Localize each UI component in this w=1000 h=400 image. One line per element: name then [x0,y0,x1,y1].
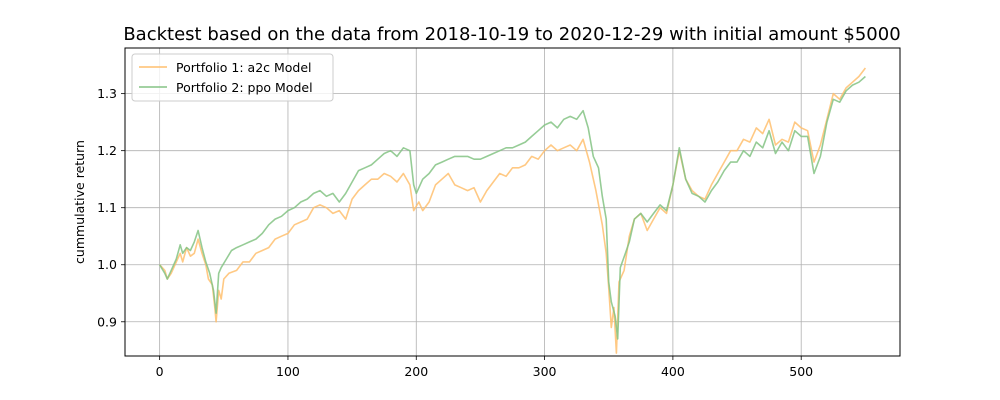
chart-title: Backtest based on the data from 2018-10-… [123,24,900,45]
legend: Portfolio 1: a2c Model Portfolio 2: ppo … [131,53,334,102]
series-layer [158,67,867,354]
y-tick-label: 1.1 [97,200,117,215]
x-tick-label: 200 [404,364,428,379]
y-tick-label: 0.9 [97,314,117,329]
x-tick-label: 500 [789,364,813,379]
legend-label-a2c: Portfolio 1: a2c Model [176,60,312,75]
x-tick-label: 100 [276,364,300,379]
x-tick-label: 400 [661,364,685,379]
ticks: 0 100 200 300 400 500 0.9 1.0 1.1 1.2 1.3 [97,86,813,379]
x-tick-label: 300 [533,364,557,379]
y-tick-label: 1.3 [97,86,117,101]
series-line-a2c [159,67,867,354]
y-axis-label: cummulative return [72,140,87,264]
legend-label-ppo: Portfolio 2: ppo Model [176,80,313,95]
series-line-ppo [158,75,866,340]
y-tick-label: 1.0 [97,257,117,272]
legend-box [131,53,334,102]
y-tick-label: 1.2 [97,143,117,158]
plot-area-frame [124,47,901,357]
x-tick-label: 0 [156,364,164,379]
